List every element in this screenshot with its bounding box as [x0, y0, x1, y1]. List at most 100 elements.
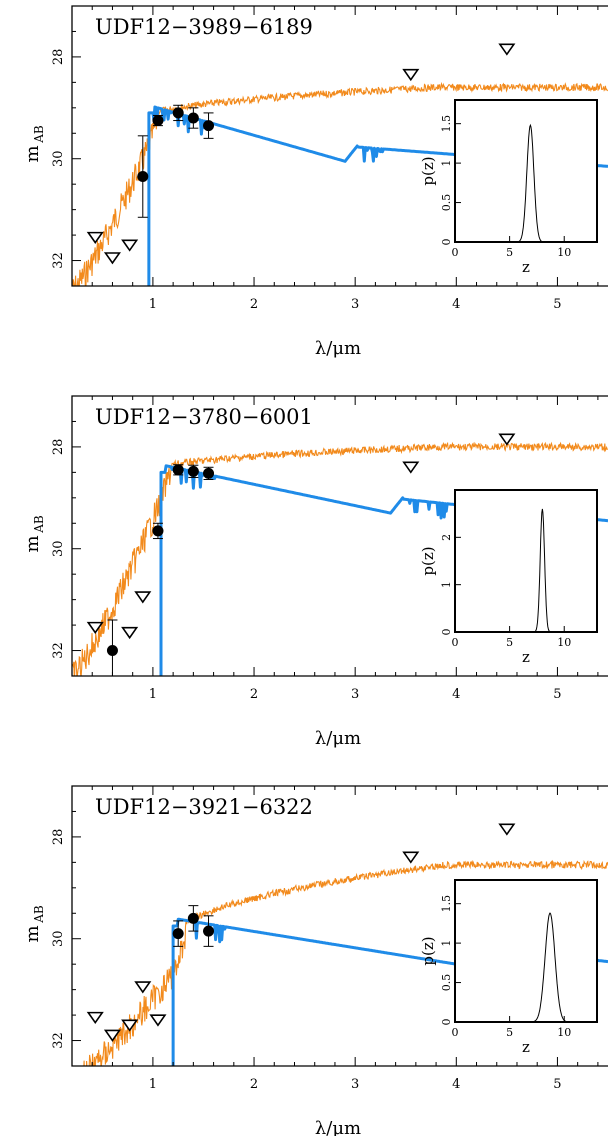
- panel-title: UDF12−3989−6189: [95, 15, 313, 39]
- x-tick-label: 2: [250, 687, 258, 702]
- inset-x-tick-label: 0: [452, 1026, 459, 1039]
- x-tick-label: 1: [149, 297, 157, 312]
- upper-limit-marker: [402, 851, 420, 864]
- photometry-point: [152, 525, 164, 537]
- photometry-point: [172, 107, 184, 119]
- inset-y-tick-label: 2: [440, 534, 453, 541]
- pz-curve: [455, 123, 597, 243]
- x-axis-label: λ/μm: [315, 338, 361, 359]
- inset-frame: [454, 879, 598, 1023]
- upper-limit-marker: [103, 252, 121, 265]
- plot-area: [83, 823, 608, 1066]
- inset-x-tick-label: 5: [506, 636, 513, 649]
- y-axis-label: mAB: [22, 515, 46, 552]
- y-axis-label-sub: AB: [32, 515, 46, 534]
- photometry-point: [137, 171, 149, 183]
- upper-limit-marker: [86, 231, 104, 245]
- inset-x-tick-label: 0: [452, 636, 459, 649]
- inset-y-label: p(z): [419, 156, 437, 185]
- inset-pz: 0 5 10 0 1 2 z p(z): [419, 489, 598, 666]
- plot-frame: [71, 5, 608, 287]
- x-tick-label: 3: [351, 297, 359, 312]
- y-axis-label-sub: AB: [32, 125, 46, 144]
- panel-2: 1 2 3 4 5 28 30 32 UDF12−3780−6001 λ/μm mAB 0 5 10 0 1 2…: [22, 395, 608, 749]
- upper-limit-marker: [86, 621, 104, 635]
- photometry-point: [187, 112, 199, 124]
- panel-3: 1 2 3 4 5 28 30 32 UDF12−3921−6322 λ/μm mAB 0 5 10 0 0.…: [22, 785, 608, 1136]
- y-tick-label: 28: [51, 49, 66, 66]
- inset-x-tick-label: 10: [557, 636, 571, 649]
- inset-y-tick-label: 0: [440, 239, 453, 246]
- upper-limit-marker: [121, 1019, 139, 1032]
- photometry-point: [172, 464, 184, 476]
- x-tick-label: 5: [553, 297, 561, 312]
- photometry-point: [187, 912, 199, 924]
- y-tick-label: 32: [51, 252, 66, 269]
- y-tick-label: 32: [51, 1032, 66, 1049]
- x-tick-label: 4: [452, 297, 460, 312]
- inset-x-tick-label: 10: [557, 1026, 571, 1039]
- inset-y-tick-label: 1: [440, 940, 453, 947]
- panel-1: 1 2 3 4 5 28 30 32 UDF12−3989−6189 λ/μm mAB 0 5 10 0 0.…: [22, 5, 608, 359]
- pz-curve: [455, 912, 597, 1023]
- x-tick-label: 1: [149, 1077, 157, 1092]
- upper-limit-marker: [134, 591, 152, 604]
- inset-y-tick-label: 1.5: [440, 895, 453, 913]
- photometry-point: [152, 115, 164, 127]
- upper-limit-marker: [498, 43, 516, 56]
- pz-curve: [455, 508, 597, 633]
- y-tick-label: 30: [51, 150, 66, 167]
- upper-limit-marker: [402, 68, 420, 82]
- y-tick-label: 30: [51, 540, 66, 557]
- x-tick-label: 1: [149, 687, 157, 702]
- photometry-point: [106, 645, 118, 657]
- inset-y-label: p(z): [419, 546, 437, 575]
- y-axis-label-main: m: [22, 925, 43, 942]
- upper-limit-marker: [134, 981, 152, 994]
- x-tick-label: 2: [250, 297, 258, 312]
- y-tick-label: 28: [51, 829, 66, 846]
- inset-y-tick-label: 1: [440, 160, 453, 167]
- inset-frame: [454, 99, 598, 243]
- inset-y-tick-label: 0.5: [440, 194, 453, 212]
- panel-title: UDF12−3780−6001: [95, 405, 313, 429]
- inset-y-tick-label: 0: [440, 629, 453, 636]
- upper-limit-marker: [86, 1011, 104, 1025]
- y-axis-label-sub: AB: [32, 905, 46, 924]
- inset-x-tick-label: 10: [557, 246, 571, 259]
- inset-frame: [454, 489, 598, 633]
- panel-title: UDF12−3921−6322: [95, 795, 313, 819]
- upper-limit-marker: [498, 433, 516, 446]
- x-tick-label: 4: [452, 687, 460, 702]
- y-axis-label-main: m: [22, 145, 43, 162]
- inset-y-tick-label: 1.5: [440, 115, 453, 132]
- upper-limit-marker: [498, 823, 516, 836]
- inset-x-label: z: [522, 258, 530, 276]
- y-axis-label-main: m: [22, 535, 43, 552]
- inset-y-tick-label: 1: [440, 581, 453, 588]
- photometry-point: [203, 467, 215, 479]
- y-tick-label: 32: [51, 642, 66, 659]
- inset-x-label: z: [522, 1038, 530, 1056]
- inset-x-label: z: [522, 648, 530, 666]
- x-tick-label: 5: [553, 1077, 561, 1092]
- y-tick-label: 30: [51, 930, 66, 947]
- inset-y-tick-label: 0: [440, 1019, 453, 1026]
- upper-limit-marker: [103, 1029, 121, 1042]
- photometry-point: [172, 928, 184, 940]
- x-tick-label: 5: [553, 687, 561, 702]
- y-axis-label: mAB: [22, 905, 46, 942]
- upper-limit-marker: [121, 626, 139, 640]
- upper-limit-marker: [121, 239, 139, 252]
- x-tick-label: 4: [452, 1077, 460, 1092]
- photometry-point: [203, 925, 215, 937]
- x-tick-label: 3: [351, 687, 359, 702]
- x-axis-label: λ/μm: [315, 728, 361, 749]
- inset-pz: 0 5 10 0 0.5 1 1.5 z p(z): [419, 879, 598, 1056]
- y-axis-label: mAB: [22, 125, 46, 162]
- photometry-point: [203, 120, 215, 132]
- photometry-point: [187, 465, 199, 477]
- inset-y-tick-label: 0.5: [440, 974, 453, 992]
- plot-frame: [71, 785, 608, 1067]
